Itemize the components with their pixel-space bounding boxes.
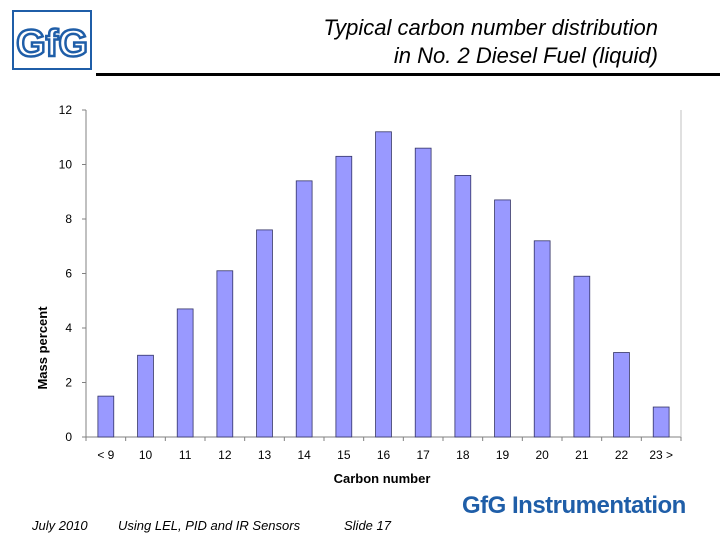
bar-20	[533, 240, 551, 438]
footer-course: Using LEL, PID and IR Sensors	[118, 518, 301, 533]
bar-14	[295, 180, 313, 438]
plot-area: 0 2 4 6 8 10 12 < 9 10 11 12 13 14 15 16 17 18 19 20 21 22 23…	[59, 103, 682, 462]
bar-16	[375, 131, 392, 438]
bar-23	[652, 406, 670, 438]
y-tick-label: 6	[65, 267, 72, 281]
x-tick-label: 22	[615, 448, 629, 462]
x-tick-label: 16	[377, 448, 391, 462]
title-divider	[96, 73, 720, 76]
bar-22	[613, 352, 630, 438]
bar-11	[176, 308, 194, 438]
x-tick-label: 20	[535, 448, 549, 462]
footer: July 2010 Using LEL, PID and IR Sensors …	[0, 518, 720, 538]
y-tick-label: 10	[59, 158, 73, 172]
footer-date: July 2010	[32, 518, 88, 533]
x-tick-label: < 9	[97, 448, 114, 462]
y-tick-label: 0	[65, 430, 72, 444]
logo-text: GfG	[16, 23, 88, 65]
x-tick-label: 17	[416, 448, 430, 462]
footer-slide-number: Slide 17	[344, 518, 391, 533]
y-axis-label: Mass percent	[35, 306, 50, 390]
y-tick-label: 2	[65, 376, 72, 390]
bar-12	[216, 270, 234, 438]
y-tick-label: 8	[65, 212, 72, 226]
x-tick-label: 10	[139, 448, 153, 462]
bar-15	[335, 155, 353, 438]
bar-17	[414, 147, 432, 438]
x-tick-label: 15	[337, 448, 351, 462]
y-tick-label: 4	[65, 321, 72, 335]
title-line-2: in No. 2 Diesel Fuel (liquid)	[393, 43, 658, 68]
gfg-logo: GfG	[12, 10, 92, 70]
bar-13	[256, 229, 273, 438]
x-tick-label: 14	[297, 448, 311, 462]
bar-9	[97, 395, 115, 438]
slide-title: Typical carbon number distribution in No…	[98, 14, 658, 70]
x-tick-label: 21	[575, 448, 589, 462]
title-line-1: Typical carbon number distribution	[323, 15, 658, 40]
y-tick-label: 12	[59, 103, 73, 117]
bar-21	[573, 275, 591, 438]
x-tick-label: 13	[258, 448, 272, 462]
x-tick-label: 18	[456, 448, 470, 462]
x-tick-label: 23 >	[649, 448, 673, 462]
x-axis-label: Carbon number	[334, 471, 431, 486]
bar-18	[454, 175, 472, 438]
brand-name: GfG Instrumentation	[462, 492, 686, 519]
x-tick-label: 12	[218, 448, 232, 462]
bar-19	[494, 199, 511, 438]
x-tick-label: 11	[179, 448, 192, 462]
x-tick-label: 19	[496, 448, 510, 462]
bar-10	[137, 354, 154, 438]
bar-chart: 0 2 4 6 8 10 12 < 9 10 11 12 13 14 15 16 17 18 19 20 21 22 23…	[35, 103, 682, 486]
